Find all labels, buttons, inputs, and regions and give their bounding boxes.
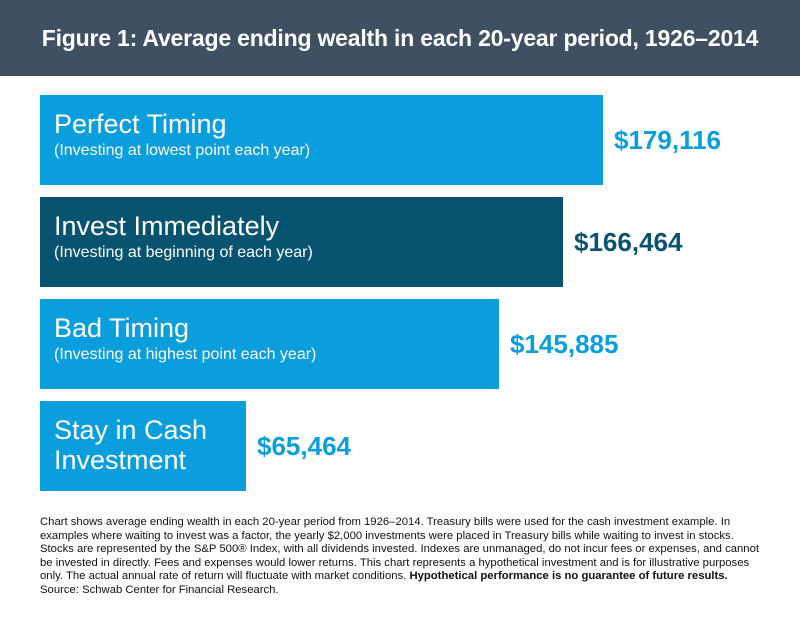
- bar-label: Invest Immediately: [54, 211, 280, 241]
- data-label: $65,464: [257, 431, 351, 461]
- bar-1: Perfect Timing (Investing at lowest point…: [40, 95, 603, 185]
- footnote-text: Chart shows average ending wealth in eac…: [40, 516, 760, 583]
- bar-label: Stay in Cash Investment: [54, 415, 208, 475]
- bar-description: (Investing at lowest point each year): [54, 142, 311, 159]
- data-label: $166,464: [574, 227, 683, 257]
- data-label: $179,116: [614, 125, 722, 155]
- bar-chart: Perfect Timing (Investing at lowest point…: [0, 95, 800, 515]
- bar-label: Bad Timing: [54, 313, 190, 343]
- chart-title: Figure 1: Average ending wealth in each …: [41, 24, 759, 51]
- footnote: Chart shows average ending wealth in eac…: [40, 516, 768, 598]
- footnote-source: Source: Schwab Center for Financial Rese…: [40, 583, 279, 596]
- bar-description: (Investing at beginning of each year): [54, 244, 313, 261]
- bar-description: (Investing at highest point each year): [54, 346, 317, 363]
- bar-3: Bad Timing (Investing at highest point ea…: [40, 299, 499, 389]
- data-label: $145,885: [510, 329, 619, 359]
- figure-header: Figure 1: Average ending wealth in each …: [0, 0, 800, 76]
- bar-4: Stay in Cash Investment: [40, 401, 246, 491]
- bar-label: Perfect Timing: [54, 109, 227, 139]
- bar-2: Invest Immediately (Investing at beginnin…: [40, 197, 563, 287]
- footnote-disclaimer: Hypothetical performance is no guarantee…: [409, 570, 728, 583]
